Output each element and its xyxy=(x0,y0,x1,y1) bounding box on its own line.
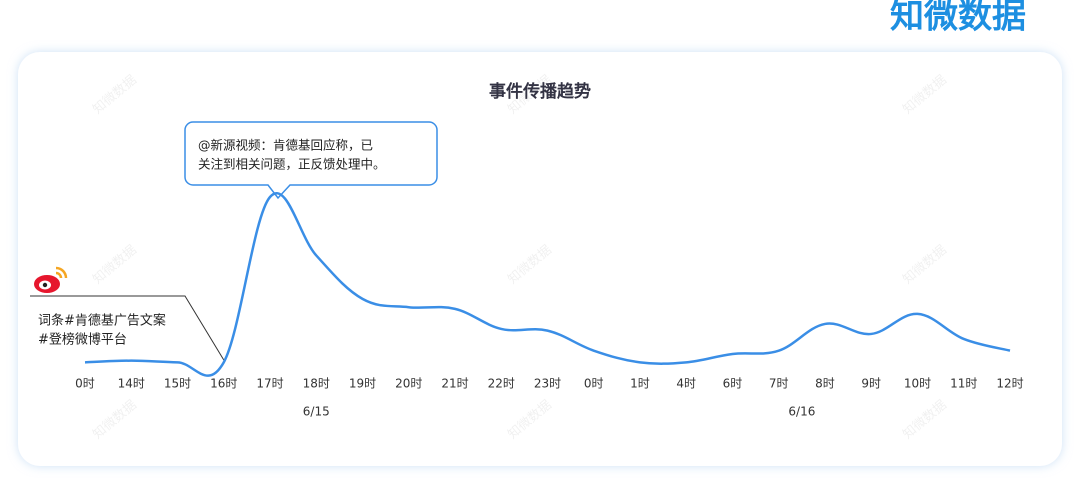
x-tick-label: 15时 xyxy=(164,377,191,391)
x-tick-label: 6时 xyxy=(723,377,743,391)
annotation-leader xyxy=(30,295,226,363)
x-tick-label: 9时 xyxy=(861,377,881,391)
series-line xyxy=(84,192,1011,377)
x-tick-label: 17时 xyxy=(256,377,283,391)
annotation-text: @新源视频：肯德基回应称，已 xyxy=(198,138,373,153)
date-label: 6/16 xyxy=(788,405,815,419)
x-tick-label: 0时 xyxy=(75,377,95,391)
x-tick-label: 23时 xyxy=(534,377,561,391)
annotation-text: #登榜微博平台 xyxy=(38,332,127,348)
x-tick-label: 14时 xyxy=(118,377,145,391)
x-tick-label: 16时 xyxy=(210,377,237,391)
x-tick-label: 20时 xyxy=(395,377,422,391)
x-tick-label: 8时 xyxy=(815,377,835,391)
plot-area: 0时 14时 15时 16时 17时 18时 19时 20时 21时 22时 23时 0时 1时 4时 6时… xyxy=(75,192,1024,419)
x-tick-label: 21时 xyxy=(441,377,468,391)
x-tick-label: 11时 xyxy=(950,377,977,391)
x-tick-label: 7时 xyxy=(769,377,789,391)
annotation-text: 关注到相关问题，正反馈处理中。 xyxy=(198,157,386,172)
x-tick-label: 18时 xyxy=(303,377,330,391)
weibo-icon xyxy=(34,266,68,293)
x-tick-label: 1时 xyxy=(630,377,650,391)
chart-title: 事件传播趋势 xyxy=(489,81,591,102)
annotation-text: 词条#肯德基广告文案 xyxy=(38,313,166,329)
date-label: 6/15 xyxy=(303,405,330,419)
brand-logo: 知微数据 xyxy=(890,0,1026,37)
x-tick-label: 12时 xyxy=(996,377,1023,391)
callout-box xyxy=(184,121,438,200)
x-tick-label: 0时 xyxy=(584,377,604,391)
x-tick-label: 19时 xyxy=(349,377,376,391)
x-tick-label: 10时 xyxy=(904,377,931,391)
x-tick-label: 22时 xyxy=(488,377,515,391)
x-tick-label: 4时 xyxy=(676,377,696,391)
